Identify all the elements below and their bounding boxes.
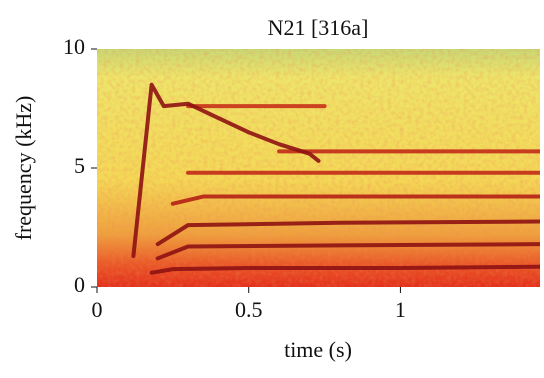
y-tick-label: 10 <box>63 34 85 59</box>
chart-title: N21 [316a] <box>268 15 369 40</box>
harmonic-contour <box>149 264 540 275</box>
contours <box>131 82 540 275</box>
harmonic-contour <box>155 219 540 247</box>
x-tick-label: 0.5 <box>235 297 263 322</box>
harmonic-contour <box>155 242 540 261</box>
x-axis-label: time (s) <box>284 337 352 362</box>
x-tick-label: 0 <box>92 297 103 322</box>
harmonic-contour <box>131 82 321 259</box>
x-tick-label: 1 <box>395 297 406 322</box>
harmonic-contour <box>170 194 540 206</box>
y-tick-label: 0 <box>74 272 85 297</box>
y-tick-label: 5 <box>74 153 85 178</box>
texture <box>97 49 540 287</box>
y-axis-label: frequency (kHz) <box>11 96 36 241</box>
